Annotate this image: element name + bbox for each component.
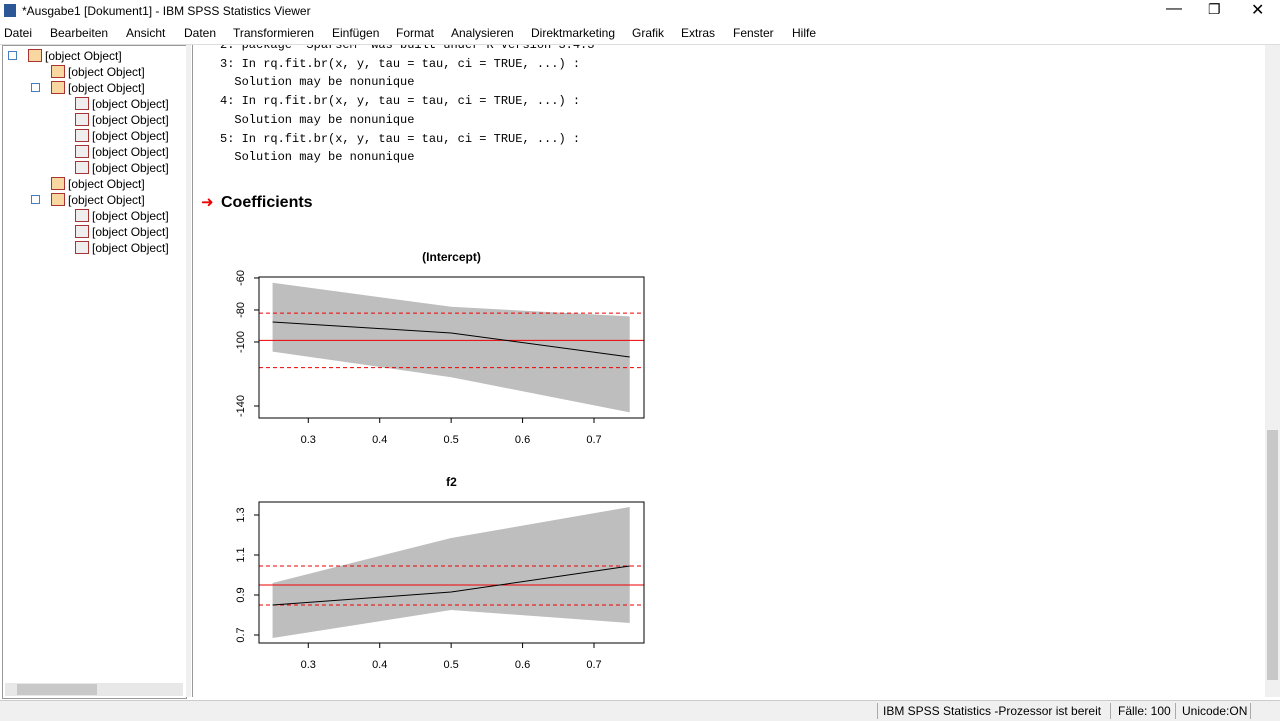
tree-item[interactable]: [object Object] [68,65,145,79]
plot-title: (Intercept) [422,250,481,264]
quantile-estimate [272,321,630,358]
tree-icon [75,241,89,254]
status-divider [1250,703,1251,719]
log-line: 5: In rq.fit.br(x, y, tau = tau, ci = TR… [220,131,581,146]
expander [31,83,40,92]
tree-item[interactable]: [object Object] [92,145,169,159]
status-divider [1175,703,1176,719]
x-tick-label: 0.4 [372,434,387,446]
quantile-estimate [272,565,630,606]
tree-icon [75,209,89,222]
tree-icon [75,161,89,174]
x-tick-label: 0.5 [443,659,458,671]
tree-icon [51,65,65,78]
plots: (Intercept) 0.3 0.4 0.5 0.6 0.7 -60 -80 -100 -140… [235,250,645,671]
tree-icon [51,193,65,206]
log-line: 2: package 'SparseM' was built under R v… [220,45,595,52]
tree-item[interactable]: [object Object] [45,49,122,63]
tree-item[interactable]: [object Object] [92,97,169,111]
x-tick-label: 0.3 [301,659,316,671]
menu-item[interactable]: Ansicht [126,26,166,40]
tree-item[interactable]: [object Object] [68,81,145,95]
menu-item[interactable]: Fenster [733,26,774,40]
output-pane: 2: package 'SparseM' was built under R v… [192,45,1265,697]
x-tick-label: 0.7 [586,659,601,671]
tree-item[interactable]: [object Object] [92,113,169,127]
status-text: IBM SPSS Statistics -Prozessor ist berei… [883,704,1102,718]
confidence-band [272,282,630,413]
menu-item[interactable]: Datei [4,26,33,40]
title-bar: *Ausgabe1 [Dokument1] - IBM SPSS Statist… [0,0,1280,22]
x-tick-label: 0.5 [443,434,458,446]
y-tick-label: -140 [235,395,247,417]
menu-item[interactable]: Direktmarketing [531,26,616,40]
tree-icon [51,81,65,94]
tree-icon [75,97,89,110]
menu-item[interactable]: Analysieren [451,26,514,40]
scroll-thumb[interactable] [17,684,97,695]
log-line: Solution may be nonunique [220,150,415,165]
expander [31,195,40,204]
log-line: 4: In rq.fit.br(x, y, tau = tau, ci = TR… [220,94,581,109]
close[interactable]: ✕ [1251,2,1265,19]
x-tick-label: 0.7 [586,434,601,446]
tree-item[interactable]: [object Object] [92,209,169,223]
tree-item[interactable]: [object Object] [92,241,169,255]
minimize[interactable]: — [1166,0,1182,17]
outline-tree: [object Object] [object Object] [object Ob… [2,45,187,699]
y-tick-label: 1.1 [235,547,247,562]
menu-item[interactable]: Einfügen [332,26,380,40]
plot-title: f2 [446,475,457,489]
x-tick-label: 0.6 [515,659,530,671]
y-tick-label: -60 [235,270,247,286]
tree-item[interactable]: [object Object] [68,177,145,191]
log-line: Solution may be nonunique [220,112,415,127]
tree-item[interactable]: [object Object] [92,129,169,143]
status-divider [1110,703,1111,719]
tree-icon [75,225,89,238]
restore[interactable]: ❐ [1208,1,1221,17]
scroll-thumb[interactable] [1267,430,1278,680]
tree-icon [75,113,89,126]
heading: Coefficients [221,194,313,211]
heading-arrow: ➜ [201,194,214,211]
x-tick-label: 0.3 [301,434,316,446]
app-icon [4,4,16,17]
tree-icon [75,129,89,142]
x-tick-label: 0.6 [515,434,530,446]
status-text: Unicode:ON [1182,704,1248,718]
menu-bar: Datei Bearbeiten Ansicht Daten Transformiere… [0,22,1280,45]
status-bar: IBM SPSS Statistics -Prozessor ist berei… [0,700,1280,721]
y-tick-label: -100 [235,331,247,353]
tree-icon [51,177,65,190]
tree-item[interactable]: [object Object] [92,161,169,175]
menu-item[interactable]: Grafik [632,26,665,40]
x-tick-label: 0.4 [372,659,387,671]
menu-item[interactable]: Hilfe [792,26,817,40]
h-scrollbar[interactable] [5,683,183,696]
splitter[interactable] [186,45,191,697]
log-line: Solution may be nonunique [220,75,415,90]
status-divider [877,703,878,719]
window-title: *Ausgabe1 [Dokument1] - IBM SPSS Statist… [22,4,311,18]
tree-item[interactable]: [object Object] [92,225,169,239]
y-tick-label: 1.3 [235,507,247,522]
menu-item[interactable]: Extras [681,26,716,40]
y-tick-label: 0.9 [235,587,247,602]
status-text: Fälle: 100 [1118,704,1171,718]
log-line: 3: In rq.fit.br(x, y, tau = tau, ci = TR… [220,56,581,71]
confidence-band [272,507,630,638]
menu-item[interactable]: Transformieren [233,26,314,40]
menu-item[interactable]: Bearbeiten [50,26,109,40]
tree-icon [75,145,89,158]
y-tick-label: -80 [235,302,247,318]
v-scrollbar[interactable] [1265,45,1280,697]
menu-item[interactable]: Daten [184,26,217,40]
tree-item[interactable]: [object Object] [68,193,145,207]
expander [8,51,17,60]
tree-icon [28,49,42,62]
menu-item[interactable]: Format [396,26,435,40]
y-tick-label: 0.7 [235,627,247,642]
